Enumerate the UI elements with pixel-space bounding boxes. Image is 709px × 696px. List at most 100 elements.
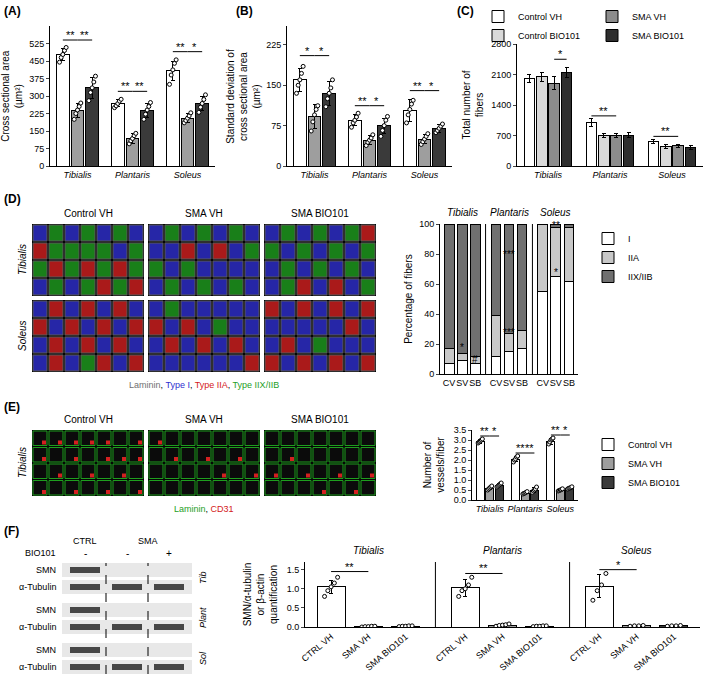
- svg-text:IIA: IIA: [628, 253, 639, 263]
- svg-text:Total number offibers: Total number offibers: [461, 70, 485, 139]
- svg-text:3.0: 3.0: [454, 435, 467, 445]
- svg-text:SV: SV: [550, 378, 562, 388]
- svg-text:60: 60: [424, 279, 434, 289]
- svg-text:(D): (D): [4, 192, 21, 206]
- svg-text:Laminin, Type I, Type IIA, Typ: Laminin, Type I, Type IIA, Type IIX/IIB: [129, 380, 279, 390]
- svg-text:Control VH: Control VH: [64, 208, 113, 219]
- svg-text:375: 375: [29, 74, 44, 84]
- svg-text:Control VH: Control VH: [518, 12, 562, 22]
- svg-text:*: *: [616, 559, 621, 571]
- svg-text:0: 0: [276, 161, 281, 171]
- svg-text:Control VH: Control VH: [64, 414, 113, 425]
- svg-text:525: 525: [29, 39, 44, 49]
- svg-text:**: **: [66, 29, 75, 41]
- svg-text:(C): (C): [457, 4, 474, 18]
- svg-text:SB: SB: [469, 378, 481, 388]
- svg-text:CV: CV: [443, 378, 456, 388]
- svg-text:SMA VH: SMA VH: [628, 459, 662, 469]
- svg-text:-: -: [126, 548, 129, 559]
- svg-text:Soleus: Soleus: [540, 207, 571, 218]
- svg-text:0: 0: [39, 161, 44, 171]
- svg-text:1.5: 1.5: [287, 565, 300, 575]
- svg-text:BIO101: BIO101: [25, 548, 56, 558]
- svg-text:SMA BIO101: SMA BIO101: [632, 632, 678, 673]
- svg-text:CTRL: CTRL: [73, 536, 97, 546]
- svg-text:Plantaris: Plantaris: [115, 170, 151, 180]
- svg-text:Soleus: Soleus: [621, 545, 652, 556]
- svg-text:SMA BIO101: SMA BIO101: [498, 632, 544, 673]
- svg-text:2.5: 2.5: [454, 445, 467, 455]
- svg-text:1400: 1400: [491, 100, 511, 110]
- svg-text:Tibialis: Tibialis: [447, 207, 478, 218]
- svg-text:SMA BIO101: SMA BIO101: [291, 414, 349, 425]
- svg-text:*: *: [319, 45, 324, 57]
- svg-text:20: 20: [424, 339, 434, 349]
- svg-text:**: **: [551, 424, 560, 436]
- svg-text:Standard deviation ofcross sec: Standard deviation ofcross sectional are…: [225, 49, 262, 144]
- svg-text:*: *: [492, 425, 497, 437]
- svg-text:0: 0: [429, 369, 434, 379]
- svg-text:**: **: [552, 220, 560, 231]
- svg-text:(F): (F): [4, 524, 19, 538]
- svg-text:*: *: [192, 41, 197, 53]
- svg-text:SMA: SMA: [138, 536, 158, 546]
- svg-text:2.0: 2.0: [454, 455, 467, 465]
- svg-text:0.0: 0.0: [287, 622, 300, 632]
- svg-text:-: -: [84, 548, 87, 559]
- svg-text:*: *: [554, 267, 558, 278]
- svg-text:SMA BIO101: SMA BIO101: [291, 208, 349, 219]
- svg-text:CTRL VH: CTRL VH: [300, 632, 336, 664]
- svg-text:75: 75: [271, 121, 281, 131]
- svg-text:+: +: [166, 548, 172, 559]
- svg-text:CV: CV: [490, 378, 503, 388]
- svg-text:Tibialis: Tibialis: [301, 170, 329, 180]
- svg-text:**: **: [121, 80, 130, 92]
- svg-text:I: I: [628, 234, 631, 244]
- svg-text:(B): (B): [236, 4, 253, 18]
- svg-text:Soleus: Soleus: [411, 170, 439, 180]
- svg-text:***: ***: [503, 249, 515, 260]
- svg-text:α-Tubulin: α-Tubulin: [19, 622, 56, 632]
- svg-text:*: *: [429, 80, 434, 92]
- svg-text:Percentage of fibers: Percentage of fibers: [403, 254, 414, 344]
- svg-text:100: 100: [419, 219, 434, 229]
- svg-text:2100: 2100: [491, 70, 511, 80]
- svg-text:0.0: 0.0: [454, 495, 467, 505]
- svg-text:Tib: Tib: [198, 572, 208, 584]
- svg-text:Cross sectional area(µm²): Cross sectional area(µm²): [0, 50, 24, 142]
- svg-text:3.5: 3.5: [454, 425, 467, 435]
- svg-text:Tibialis: Tibialis: [353, 545, 384, 556]
- svg-text:SMA VH: SMA VH: [632, 12, 666, 22]
- svg-text:***: ***: [503, 327, 515, 338]
- svg-text:**: **: [516, 442, 525, 454]
- svg-text:Tibialis: Tibialis: [476, 504, 504, 514]
- svg-text:SMA BIO101: SMA BIO101: [364, 632, 410, 673]
- svg-text:Soleus: Soleus: [547, 504, 575, 514]
- svg-text:*: *: [558, 48, 563, 60]
- svg-text:SV: SV: [456, 378, 468, 388]
- svg-text:SB: SB: [563, 378, 575, 388]
- svg-text:*: *: [374, 95, 379, 107]
- svg-text:CTRL VH: CTRL VH: [568, 632, 604, 664]
- svg-text:Control BIO101: Control BIO101: [518, 31, 580, 41]
- svg-text:Plantaris: Plantaris: [483, 545, 522, 556]
- svg-text:SMN: SMN: [36, 645, 56, 655]
- svg-text:Soleus: Soleus: [174, 170, 202, 180]
- svg-text:SB: SB: [516, 378, 528, 388]
- svg-text:IIX/IIB: IIX/IIB: [628, 272, 653, 282]
- svg-text:*: *: [305, 45, 310, 57]
- svg-text:Tibialis: Tibialis: [17, 447, 28, 478]
- svg-text:Tibialis: Tibialis: [534, 170, 562, 180]
- svg-text:225: 225: [29, 109, 44, 119]
- svg-text:#: #: [472, 354, 478, 365]
- svg-text:Sol: Sol: [198, 651, 208, 665]
- svg-text:75: 75: [34, 144, 44, 154]
- svg-text:225: 225: [266, 40, 281, 50]
- svg-text:CTRL VH: CTRL VH: [434, 632, 470, 664]
- svg-text:Laminin, CD31: Laminin, CD31: [174, 504, 234, 514]
- svg-text:SMA BIO101: SMA BIO101: [628, 478, 680, 488]
- svg-text:Soleus: Soleus: [658, 170, 686, 180]
- svg-text:SMN: SMN: [36, 605, 56, 615]
- svg-text:CV: CV: [537, 378, 550, 388]
- svg-text:Number ofvessels/fiber: Number ofvessels/fiber: [422, 437, 446, 493]
